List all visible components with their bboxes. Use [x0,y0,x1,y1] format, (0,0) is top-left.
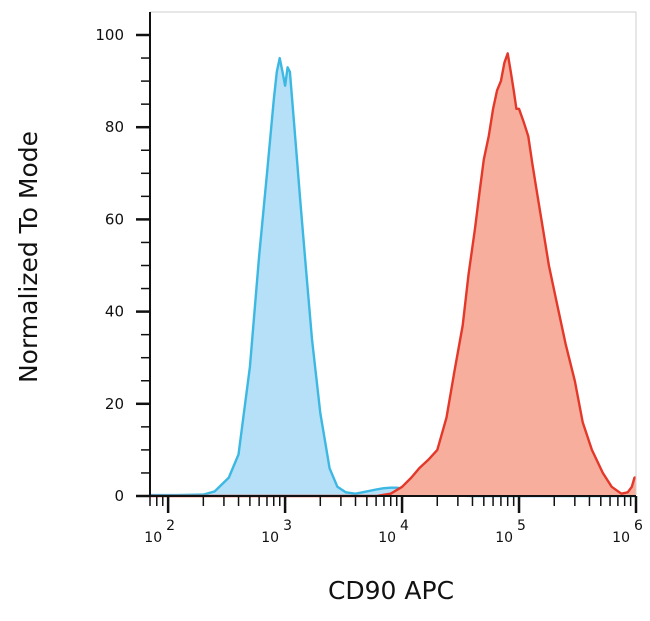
y-axis-title: Normalized To Mode [14,131,43,383]
y-tick-label: 60 [105,210,124,228]
x-tick-label: 105 [495,518,526,546]
x-tick-label: 102 [144,518,175,546]
y-tick-label: 20 [105,395,124,413]
x-tick-base: 10 [261,530,279,546]
axes-layer [149,11,637,497]
series-1-line [150,52,636,498]
x-tick-base: 10 [495,530,513,546]
x-tick-base: 10 [378,530,396,546]
y-ticks: 0 20 40 60 80 100 [95,26,150,505]
y-tick-label: 0 [114,487,124,505]
y-tick-label: 40 [105,303,124,321]
x-tick-label: 103 [261,518,292,546]
x-tick-exponent: 3 [283,518,292,534]
x-tick-base: 10 [144,530,162,546]
series-1-area [150,53,636,497]
series-layer [150,52,636,498]
x-tick-exponent: 2 [166,518,175,534]
x-tick-exponent: 5 [517,518,526,534]
x-tick-label: 104 [378,518,409,546]
x-tick-exponent: 6 [634,518,643,534]
y-tick-label: 100 [95,26,124,44]
x-tick-exponent: 4 [400,518,409,534]
x-axis-title: CD90 APC [328,576,454,605]
x-tick-base: 10 [612,530,630,546]
y-tick-label: 80 [105,118,124,136]
series-0-area [150,58,636,496]
x-tick-label: 106 [612,518,643,546]
